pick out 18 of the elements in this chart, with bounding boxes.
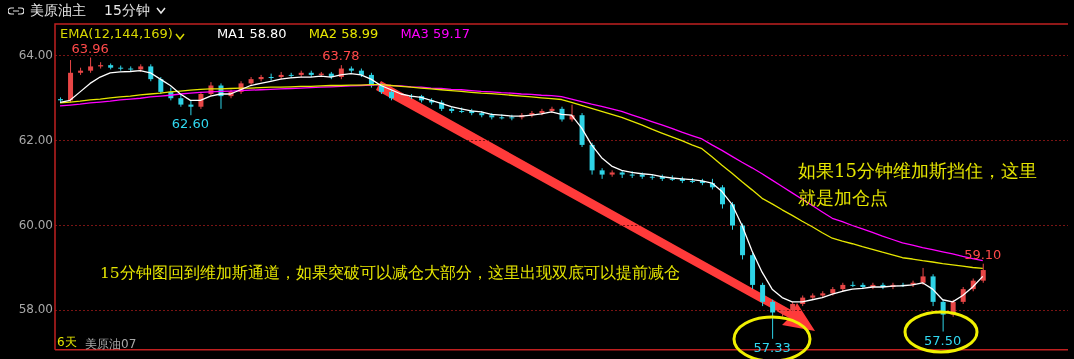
y-tick-label: 60.00 [18,217,53,232]
annotation: 63.96 [70,40,110,56]
text: MA3 59.17 [400,26,471,41]
y-tick-label: 62.00 [18,132,53,147]
annotation: 6天 [57,333,77,351]
y-tick-label: 64.00 [18,47,53,62]
text: MA2 58.99 [308,26,379,41]
y-tick-label: 58.00 [18,302,53,317]
legend-title: EMA(12,144,169) [60,26,174,41]
annotation: 美原油07 [85,335,137,353]
chart-title: 美原油主 [30,2,86,20]
annotation: 63.78 [321,48,361,64]
annotation: 15分钟图回到维加斯通道，如果突破可以减仓大部分，这里出现双底可以提前减仓 [100,263,680,284]
annotation: 62.60 [170,116,210,132]
text: MA1 58.80 [216,26,287,41]
annotation: 57.50 [923,332,963,348]
annotation: 59.10 [963,246,1003,262]
chart-subtitle: 15分钟 [104,2,150,20]
